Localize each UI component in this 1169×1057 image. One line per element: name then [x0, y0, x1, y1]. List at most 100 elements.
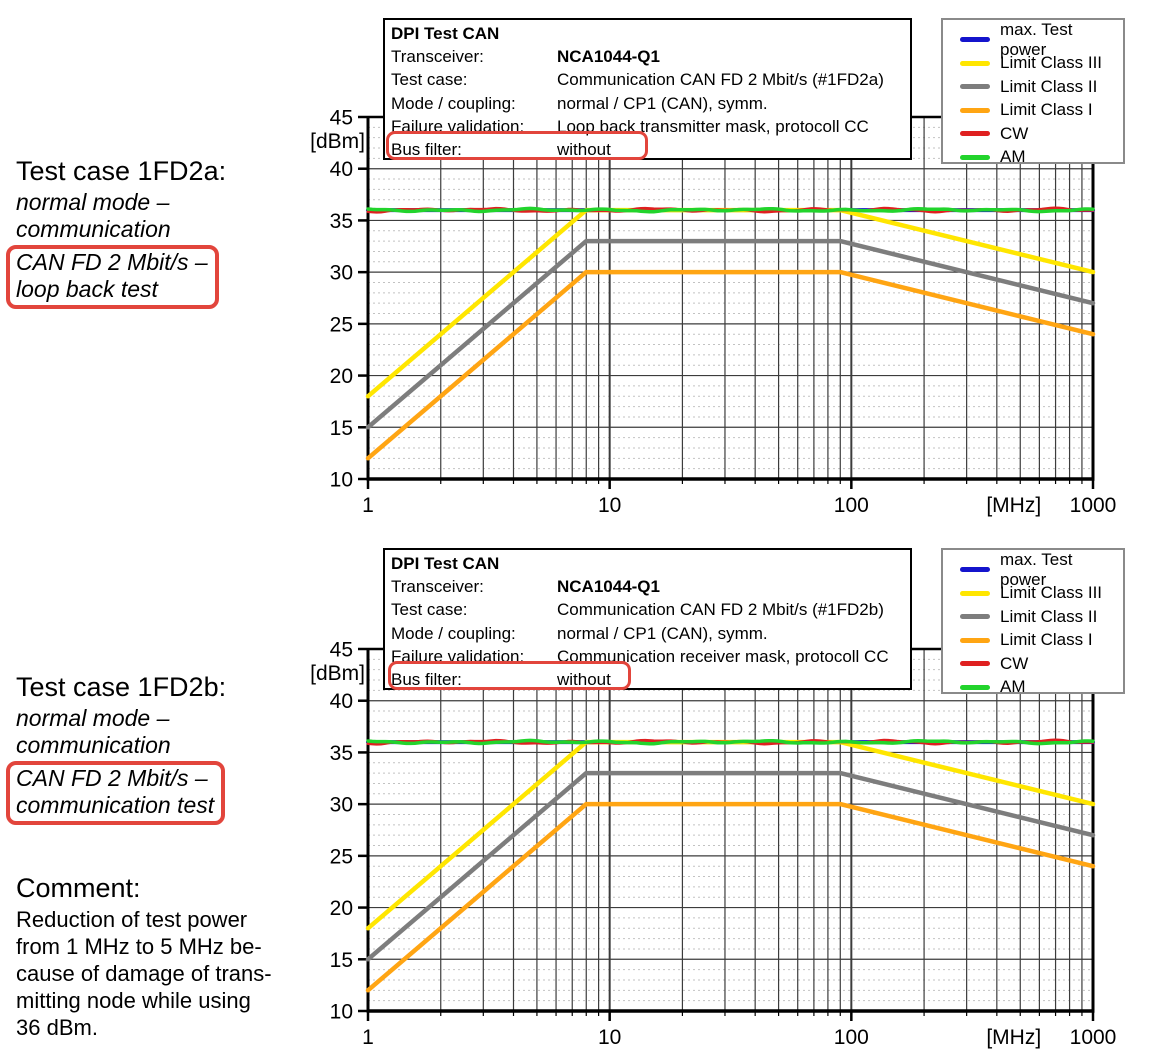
svg-text:25: 25 [330, 845, 353, 868]
chart-2-plot: 45 40 35 30 25 20 15 10 [dBm] 1 10 100 1000 [MHz] [310, 639, 1116, 1050]
legend-label: Limit Class I [1000, 100, 1093, 120]
info-label: Transceiver: [391, 47, 484, 67]
legend-item: Limit Class II [960, 75, 1123, 99]
annotation-test-case-1fd2a: Test case 1FD2a: normal mode – communica… [6, 156, 226, 309]
legend-item: Limit Class II [960, 605, 1123, 629]
svg-text:40: 40 [330, 690, 353, 713]
comment-title: Comment: [16, 873, 141, 903]
series-am [366, 738, 1095, 746]
svg-text:1000: 1000 [1070, 1026, 1117, 1049]
legend-item: Limit Class I [960, 99, 1123, 123]
svg-text:45: 45 [330, 107, 353, 130]
annotation-line: normal mode – [16, 705, 170, 731]
legend-item: AM [960, 676, 1123, 700]
info-value: normal / CP1 (CAN), symm. [557, 623, 768, 643]
info-label: Test case: [391, 70, 468, 90]
legend-line-swatch [960, 84, 990, 90]
legend-label: max. Test power [1000, 19, 1073, 59]
annotation-line: communication [16, 216, 171, 242]
chart-1-vertical-grid [440, 117, 1083, 479]
chart2-legend: max. Test power Limit Class III Limit Cl… [941, 548, 1125, 696]
svg-text:1: 1 [362, 494, 374, 517]
svg-text:35: 35 [330, 210, 353, 233]
legend-label: CW [1000, 123, 1029, 143]
highlight-box-bus-filter [388, 661, 631, 690]
svg-text:20: 20 [330, 897, 353, 920]
annotation-line: CAN FD 2 Mbit/s – [16, 249, 208, 275]
info-value: NCA1044-Q1 [557, 577, 660, 597]
legend-line-swatch [960, 590, 990, 596]
legend-item: max. Test power [960, 20, 1123, 59]
info-value: Communication CAN FD 2 Mbit/s (#1FD2b) [557, 600, 884, 620]
chart-1-minor-grid [368, 126, 1093, 470]
legend-label: Limit Class I [1000, 630, 1093, 650]
info-label: Mode / coupling: [391, 93, 516, 113]
legend-line-swatch [960, 637, 990, 643]
svg-text:[MHz]: [MHz] [986, 494, 1041, 517]
info-label: Bus filter: [391, 670, 462, 690]
svg-text:15: 15 [330, 417, 353, 440]
svg-text:25: 25 [330, 313, 353, 336]
info-label: Transceiver: [391, 577, 484, 597]
info-value: NCA1044-Q1 [557, 47, 660, 67]
comment-line: 36 dBm. [16, 1015, 98, 1040]
legend-item: Limit Class III [960, 52, 1123, 76]
chart-1-x-axis: 1 10 100 1000 [MHz] [362, 479, 1116, 517]
legend-item: CW [960, 122, 1123, 146]
info-value: without [557, 140, 611, 160]
legend-item: Limit Class III [960, 582, 1123, 606]
legend-item: Limit Class I [960, 629, 1123, 653]
svg-text:1: 1 [362, 1026, 374, 1049]
series-limit-class-i [365, 801, 1096, 993]
svg-text:10: 10 [330, 1001, 353, 1024]
info-value: normal / CP1 (CAN), symm. [557, 93, 768, 113]
annotation-line: loop back test [16, 276, 158, 302]
legend-line-swatch [960, 661, 990, 667]
chart-2-vertical-grid [440, 649, 1083, 1011]
chart-1-y-axis: 45 40 35 30 25 20 15 10 [dBm] [310, 107, 368, 492]
svg-text:30: 30 [330, 262, 353, 285]
legend-label: max. Test power [1000, 549, 1073, 589]
svg-text:100: 100 [834, 494, 869, 517]
svg-text:40: 40 [330, 158, 353, 181]
svg-text:30: 30 [330, 794, 353, 817]
svg-text:10: 10 [598, 494, 621, 517]
comment-line: mitting node while using [16, 988, 251, 1013]
svg-text:35: 35 [330, 742, 353, 765]
chart-2-x-axis: 1 10 100 1000 [MHz] [362, 1011, 1116, 1049]
svg-text:[MHz]: [MHz] [986, 1026, 1041, 1049]
comment-line: Reduction of test power [16, 907, 248, 932]
comment-line: from 1 MHz to 5 MHz be- [16, 934, 262, 959]
chart-2-minor-grid [368, 658, 1093, 1002]
legend-line-swatch [960, 684, 990, 690]
legend-item: max. Test power [960, 550, 1123, 589]
legend-line-swatch [960, 60, 990, 66]
info-value: Communication CAN FD 2 Mbit/s (#1FD2a) [557, 70, 884, 90]
series-am [366, 206, 1095, 214]
chart-1-plot: 45 40 35 30 25 20 15 10 [dBm] 1 10 100 1000 [MHz] [310, 107, 1116, 518]
legend-label: AM [1000, 147, 1026, 167]
svg-text:45: 45 [330, 639, 353, 662]
annotation-title: Test case 1FD2b: [16, 672, 227, 702]
highlight-box-bus-filter [386, 131, 648, 160]
svg-text:1000: 1000 [1070, 494, 1117, 517]
annotation-line: communication test [16, 792, 215, 818]
chart1-info-box: DPI Test CAN Transceiver: NCA1044-Q1 Test… [383, 18, 912, 160]
info-value: Communication receiver mask, protocoll C… [557, 646, 889, 666]
annotation-comment: Comment: Reduction of test power from 1 … [16, 873, 272, 1041]
legend-label: Limit Class III [1000, 583, 1103, 603]
legend-label: AM [1000, 677, 1026, 697]
legend-line-swatch [960, 567, 990, 573]
legend-item: AM [960, 146, 1123, 170]
info-label: Mode / coupling: [391, 623, 516, 643]
series-limit-class-ii [365, 770, 1096, 962]
chart2-info-box: DPI Test CAN Transceiver: NCA1044-Q1 Test… [383, 548, 912, 690]
info-label: Test case: [391, 600, 468, 620]
svg-text:20: 20 [330, 365, 353, 388]
svg-text:[dBm]: [dBm] [310, 662, 365, 685]
chart-1-frame [366, 115, 1095, 481]
chart-2-major-grid [368, 700, 1093, 960]
legend-item: CW [960, 652, 1123, 676]
legend-line-swatch [960, 107, 990, 113]
series-limit-class-i [365, 269, 1096, 461]
